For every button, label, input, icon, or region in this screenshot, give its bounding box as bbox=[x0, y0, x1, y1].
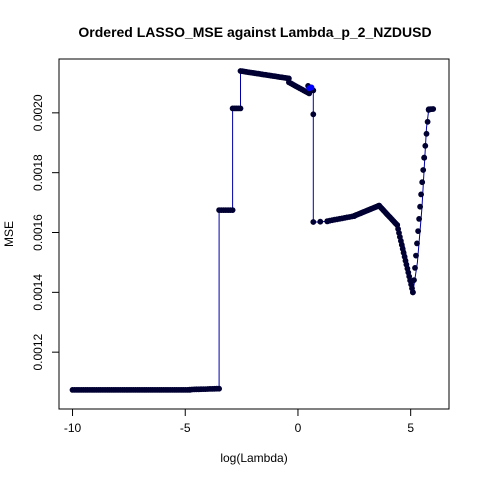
data-point bbox=[420, 167, 427, 173]
data-point bbox=[237, 105, 244, 112]
data-point bbox=[430, 106, 437, 112]
data-point bbox=[317, 218, 324, 225]
series-points-group bbox=[69, 68, 437, 393]
series-line bbox=[72, 70, 434, 391]
y-tick-label: 0.0014 bbox=[31, 274, 45, 311]
y-axis: 0.0012 0.0014 0.0016 0.0018 0.0020 bbox=[31, 94, 60, 371]
data-point bbox=[310, 111, 317, 118]
data-point bbox=[422, 142, 429, 149]
data-point bbox=[424, 118, 431, 125]
data-point bbox=[423, 130, 430, 137]
x-axis-label: log(Lambda) bbox=[220, 451, 287, 465]
chart-title: Ordered LASSO_MSE against Lambda_p_2_NZD… bbox=[78, 24, 431, 40]
data-point bbox=[414, 240, 420, 247]
data-point bbox=[413, 252, 419, 259]
series-line-group bbox=[72, 70, 434, 391]
x-tick-label: -5 bbox=[180, 421, 191, 435]
x-tick-label: 0 bbox=[295, 421, 302, 435]
x-tick-label: -10 bbox=[64, 421, 82, 435]
y-tick-label: 0.0018 bbox=[31, 154, 45, 191]
x-axis: -10 -5 0 5 bbox=[64, 408, 414, 435]
y-tick-label: 0.0020 bbox=[31, 94, 45, 131]
data-point bbox=[310, 219, 317, 225]
data-point bbox=[412, 264, 418, 271]
x-tick-label: 5 bbox=[407, 421, 414, 435]
data-point bbox=[417, 203, 423, 210]
data-point bbox=[415, 228, 421, 234]
data-point bbox=[416, 215, 422, 222]
data-point bbox=[419, 179, 426, 186]
data-point bbox=[216, 385, 222, 392]
data-point bbox=[229, 207, 236, 213]
data-point bbox=[418, 191, 424, 198]
data-point bbox=[409, 289, 416, 296]
data-point bbox=[411, 277, 417, 283]
plot-frame bbox=[58, 58, 450, 410]
y-axis-label: MSE bbox=[2, 221, 16, 247]
y-tick-label: 0.0016 bbox=[31, 214, 45, 251]
y-tick-label: 0.0012 bbox=[31, 333, 45, 370]
data-point bbox=[308, 84, 315, 91]
data-point bbox=[421, 154, 428, 161]
